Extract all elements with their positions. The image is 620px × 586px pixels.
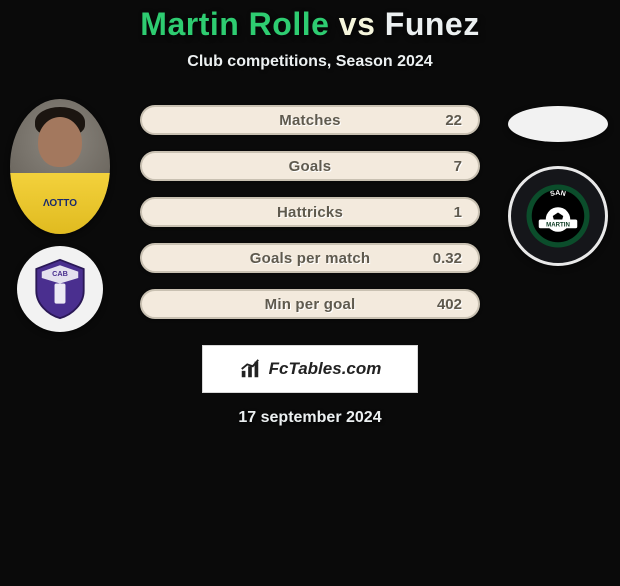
stat-row: Hattricks 1 — [140, 197, 480, 227]
stat-label: Matches — [279, 112, 340, 129]
stat-value: 0.32 — [433, 250, 462, 267]
player2-avatar — [508, 106, 608, 142]
player1-avatar: ΛΟΤΤΟ — [10, 99, 110, 234]
shield-icon: CAB — [32, 258, 88, 320]
stat-value: 7 — [454, 158, 462, 175]
player1-jersey-text: ΛΟΤΤΟ — [43, 198, 77, 209]
svg-text:SAN: SAN — [550, 190, 567, 198]
stat-value: 402 — [437, 296, 462, 313]
stat-value: 22 — [445, 112, 462, 129]
stat-row: Goals per match 0.32 — [140, 243, 480, 273]
stat-label: Goals — [289, 158, 332, 175]
stat-label: Hattricks — [277, 204, 343, 221]
stat-bars: Matches 22 Goals 7 Hattricks 1 Goals per… — [140, 91, 480, 319]
club-badge-icon: SAN MARTIN — [523, 181, 593, 251]
player1-jersey: ΛΟΤΤΟ — [10, 173, 110, 234]
competition-subtitle: Club competitions, Season 2024 — [0, 53, 620, 71]
player1-head — [38, 117, 82, 167]
player2-club-crest: SAN MARTIN — [508, 166, 608, 266]
stat-row: Goals 7 — [140, 151, 480, 181]
player1-club-crest: CAB — [17, 246, 103, 332]
player1-name: Martin Rolle — [140, 6, 329, 42]
bar-chart-icon — [239, 358, 261, 380]
vs-text: vs — [339, 6, 376, 42]
stat-label: Min per goal — [265, 296, 356, 313]
comparison-title: Martin Rolle vs Funez — [0, 6, 620, 43]
player1-column: ΛΟΤΤΟ CAB — [10, 99, 110, 332]
player2-column: SAN MARTIN — [508, 106, 608, 266]
comparison-body: ΛΟΤΤΟ CAB SAN — [0, 91, 620, 427]
crest-left-letters: CAB — [52, 269, 68, 278]
stat-label: Goals per match — [250, 250, 371, 267]
stat-row: Min per goal 402 — [140, 289, 480, 319]
player2-name: Funez — [385, 6, 480, 42]
stat-value: 1 — [454, 204, 462, 221]
snapshot-date: 17 september 2024 — [0, 409, 620, 427]
source-brand-card: FcTables.com — [202, 345, 418, 393]
stat-row: Matches 22 — [140, 105, 480, 135]
crest-right-top-text: SAN — [550, 190, 567, 198]
brand-text: FcTables.com — [269, 359, 382, 379]
crest-right-band-text: MARTIN — [546, 222, 570, 229]
